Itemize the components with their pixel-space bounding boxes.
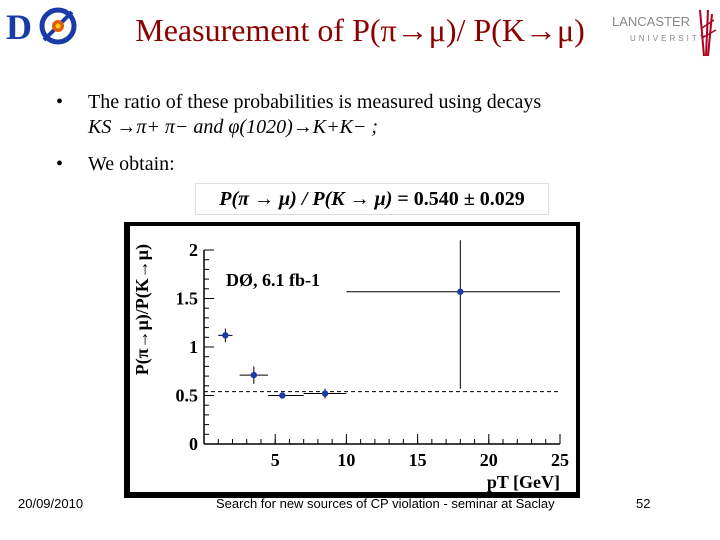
x-axis-label: pT [GeV]: [487, 472, 560, 492]
footer-date: 20/09/2010: [18, 496, 84, 511]
data-point: [279, 392, 286, 399]
plot-annotation: DØ, 6.1 fb-1: [226, 270, 320, 290]
y-tick-label: 2: [189, 240, 198, 260]
x-tick-label: 25: [551, 450, 569, 470]
bullet-ratio-text: The ratio of these probabilities is meas…: [88, 91, 542, 113]
footer-title: Search for new sources of CP violation -…: [216, 496, 555, 511]
data-point: [321, 390, 329, 397]
svg-text:D: D: [6, 7, 32, 46]
x-tick-label: 20: [480, 450, 498, 470]
data-point: [222, 332, 229, 339]
data-point: [250, 371, 258, 379]
x-tick-label: 5: [271, 450, 280, 470]
footer-page-number: 52: [636, 496, 651, 511]
x-tick-label: 15: [409, 450, 427, 470]
lancaster-university-logo: LANCASTER UNIVERSITY: [608, 8, 720, 58]
decay-text: KS →π+ π− and φ(1020)→K+K− ;: [88, 116, 379, 138]
university-text: UNIVERSITY: [630, 34, 708, 43]
d0-logo: D: [4, 6, 82, 46]
x-tick-label: 10: [337, 450, 355, 470]
bullet-ratio: • The ratio of these probabilities is mea…: [56, 90, 541, 114]
bullet-obtain: • We obtain:: [56, 152, 175, 176]
data-point: [457, 288, 464, 295]
y-axis-label: P(π→μ)/P(K→μ): [132, 244, 153, 375]
bullet-dot: •: [56, 153, 64, 175]
y-tick-label: 1.5: [176, 289, 199, 309]
formula-lhs: P(π → μ) / P(K → μ): [219, 188, 393, 210]
y-tick-label: 0.5: [176, 386, 199, 406]
bullet-ratio-line2: KS →π+ π− and φ(1020)→K+K− ;: [88, 116, 378, 139]
bullet-obtain-text: We obtain:: [88, 153, 175, 175]
slide-title: Measurement of P(π→μ)/ P(K→μ): [135, 12, 585, 48]
bullet-dot: •: [56, 91, 64, 113]
formula-rhs: = 0.540 ± 0.029: [397, 188, 525, 210]
lancaster-text: LANCASTER: [612, 14, 690, 29]
y-tick-label: 0: [189, 434, 198, 454]
y-tick-label: 1: [189, 337, 198, 357]
result-formula: P(π → μ) / P(K → μ) = 0.540 ± 0.029: [196, 184, 548, 214]
